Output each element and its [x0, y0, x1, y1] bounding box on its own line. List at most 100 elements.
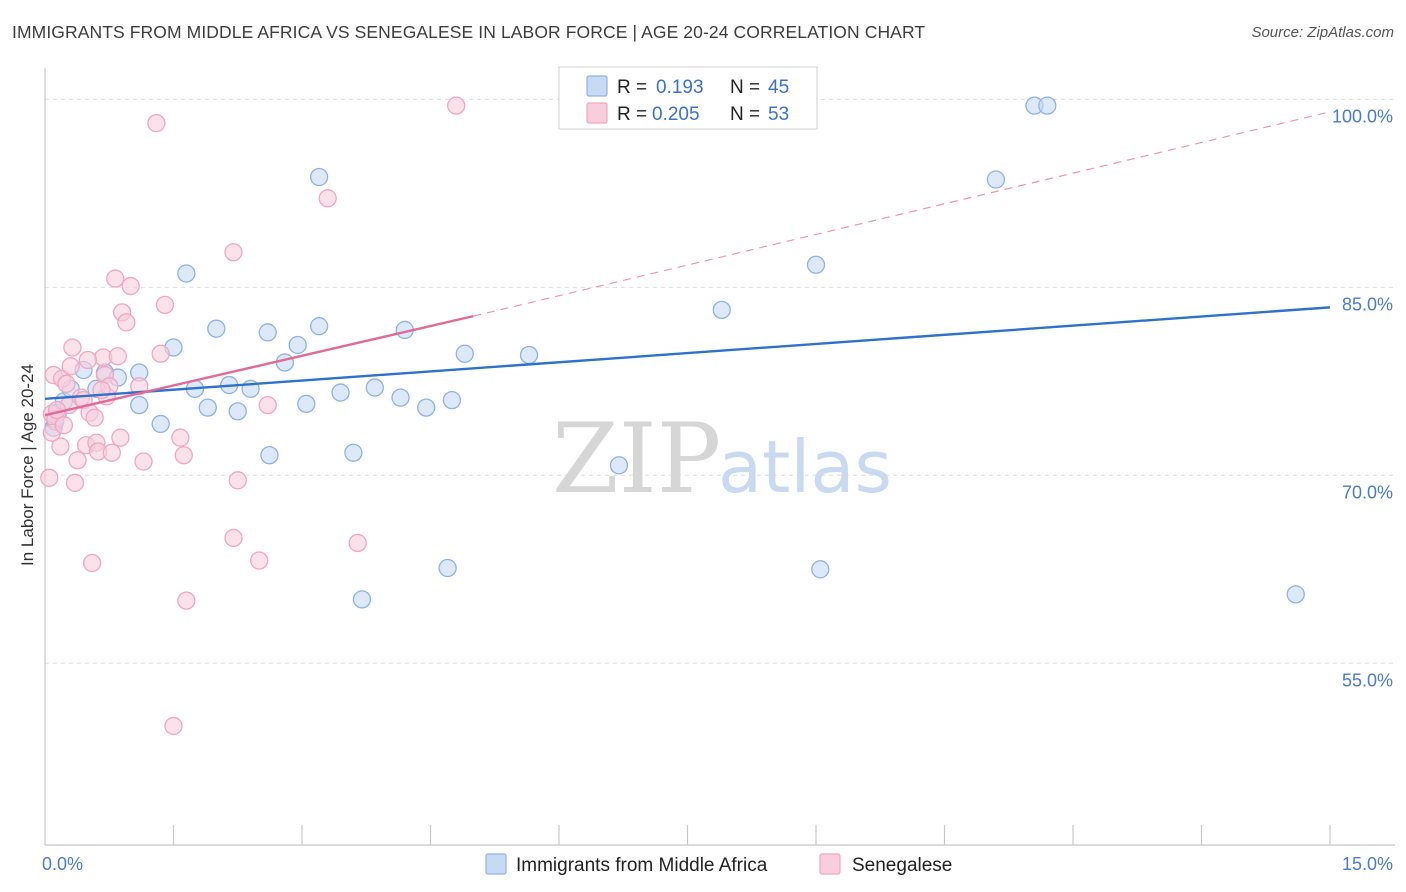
legend-swatch-pink	[586, 102, 608, 124]
data-point-senegalese	[174, 446, 193, 465]
series-legend: Immigrants from Middle Africa Senegalese	[485, 853, 952, 876]
x-tick-label: 0.0%	[42, 854, 83, 874]
data-point-middle-africa	[442, 390, 462, 410]
data-point-middle-africa	[228, 402, 247, 421]
y-tick-label: 85.0%	[1342, 294, 1393, 314]
legend-r-value-blue: 0.193	[656, 77, 704, 98]
data-point-senegalese	[171, 428, 190, 447]
trend-line-0	[44, 306, 1331, 401]
data-point-senegalese	[111, 428, 130, 447]
data-point-middle-africa	[198, 398, 217, 417]
legend-n-value-pink: 53	[768, 104, 789, 125]
data-point-middle-africa	[609, 456, 629, 475]
legend-r-value-pink: 0.205	[652, 104, 700, 125]
data-point-middle-africa	[391, 388, 410, 407]
data-point-middle-africa	[352, 590, 372, 609]
data-point-senegalese	[130, 377, 149, 396]
data-point-senegalese	[250, 551, 269, 570]
data-point-senegalese	[61, 357, 80, 376]
data-points	[40, 96, 1331, 736]
legend-n-value-blue: 45	[768, 77, 789, 98]
data-point-senegalese	[224, 243, 243, 262]
data-point-middle-africa	[207, 319, 226, 338]
trend-line-extension-1	[473, 111, 1331, 317]
legend-n-label-pink: N =	[730, 104, 760, 125]
series-legend-label-pink: Senegalese	[852, 855, 952, 876]
data-point-middle-africa	[288, 335, 307, 355]
data-point-middle-africa	[806, 255, 826, 274]
y-tick-label: 55.0%	[1342, 670, 1393, 690]
data-point-senegalese	[151, 344, 170, 363]
data-point-middle-africa	[258, 323, 277, 342]
data-point-middle-africa	[455, 344, 474, 363]
data-point-senegalese	[224, 528, 243, 548]
data-point-senegalese	[121, 276, 140, 296]
data-point-senegalese	[57, 374, 76, 393]
data-point-senegalese	[102, 443, 121, 462]
data-point-middle-africa	[986, 170, 1006, 189]
data-point-senegalese	[78, 350, 97, 370]
data-point-senegalese	[164, 716, 183, 736]
data-point-middle-africa	[1286, 585, 1305, 604]
data-point-middle-africa	[1038, 96, 1057, 115]
y-tick-labels: 100.0% 85.0% 70.0% 55.0%	[1332, 106, 1393, 690]
data-point-senegalese	[65, 473, 85, 492]
data-point-middle-africa	[260, 446, 279, 465]
data-point-middle-africa	[177, 264, 196, 283]
data-point-senegalese	[134, 452, 153, 471]
data-point-middle-africa	[130, 395, 149, 415]
data-point-middle-africa	[297, 394, 316, 414]
data-point-middle-africa	[309, 167, 329, 187]
legend-swatch-blue	[586, 75, 608, 97]
data-point-senegalese	[348, 533, 367, 553]
data-point-senegalese	[51, 437, 70, 456]
data-point-middle-africa	[309, 317, 329, 336]
series-legend-label-blue: Immigrants from Middle Africa	[516, 855, 768, 876]
y-tick-label: 70.0%	[1342, 482, 1393, 502]
data-point-middle-africa	[275, 353, 295, 372]
data-point-middle-africa	[344, 443, 363, 462]
source-label: Source: ZipAtlas.com	[1251, 24, 1394, 41]
data-point-senegalese	[85, 408, 104, 427]
data-point-senegalese	[258, 395, 277, 415]
data-point-senegalese	[228, 471, 247, 490]
axes	[44, 68, 1395, 846]
watermark-zip: ZIP	[552, 403, 721, 515]
y-axis-label: In Labor Force | Age 20-24	[18, 364, 37, 566]
watermark-atlas: atlas	[718, 425, 892, 509]
x-tick-labels: 0.0% 15.0%	[42, 854, 1393, 874]
data-point-middle-africa	[151, 414, 170, 434]
data-point-senegalese	[106, 269, 125, 288]
data-point-senegalese	[318, 189, 337, 208]
legend-n-label-blue: N =	[730, 77, 760, 98]
data-point-senegalese	[63, 338, 82, 357]
x-tick-label: 15.0%	[1342, 854, 1393, 874]
data-point-senegalese	[82, 553, 102, 573]
data-point-middle-africa	[365, 378, 384, 397]
data-point-middle-africa	[811, 560, 830, 579]
data-point-middle-africa	[331, 383, 350, 402]
trend-lines	[473, 111, 1331, 317]
chart-title: IMMIGRANTS FROM MIDDLE AFRICA VS SENEGAL…	[12, 22, 926, 42]
data-point-senegalese	[155, 295, 175, 315]
data-point-middle-africa	[519, 345, 539, 365]
data-point-middle-africa	[417, 398, 436, 417]
watermark: ZIP atlas	[552, 403, 892, 515]
y-tick-label: 100.0%	[1332, 106, 1393, 126]
data-point-senegalese	[147, 113, 166, 133]
data-point-senegalese	[68, 451, 87, 470]
data-point-senegalese	[177, 591, 196, 610]
data-point-senegalese	[40, 468, 59, 487]
data-point-senegalese	[108, 347, 127, 366]
legend-r-label-pink: R =	[617, 104, 647, 125]
series-legend-swatch-blue	[485, 853, 507, 875]
data-point-senegalese	[117, 313, 136, 332]
stats-legend: R = 0.193 N = 45 R = 0.205 N = 53	[558, 66, 818, 130]
data-point-senegalese	[54, 416, 73, 435]
data-point-senegalese	[447, 96, 466, 115]
data-point-middle-africa	[438, 558, 457, 578]
legend-r-label-blue: R =	[617, 77, 647, 98]
data-point-middle-africa	[712, 300, 731, 320]
series-legend-swatch-pink	[819, 853, 841, 875]
